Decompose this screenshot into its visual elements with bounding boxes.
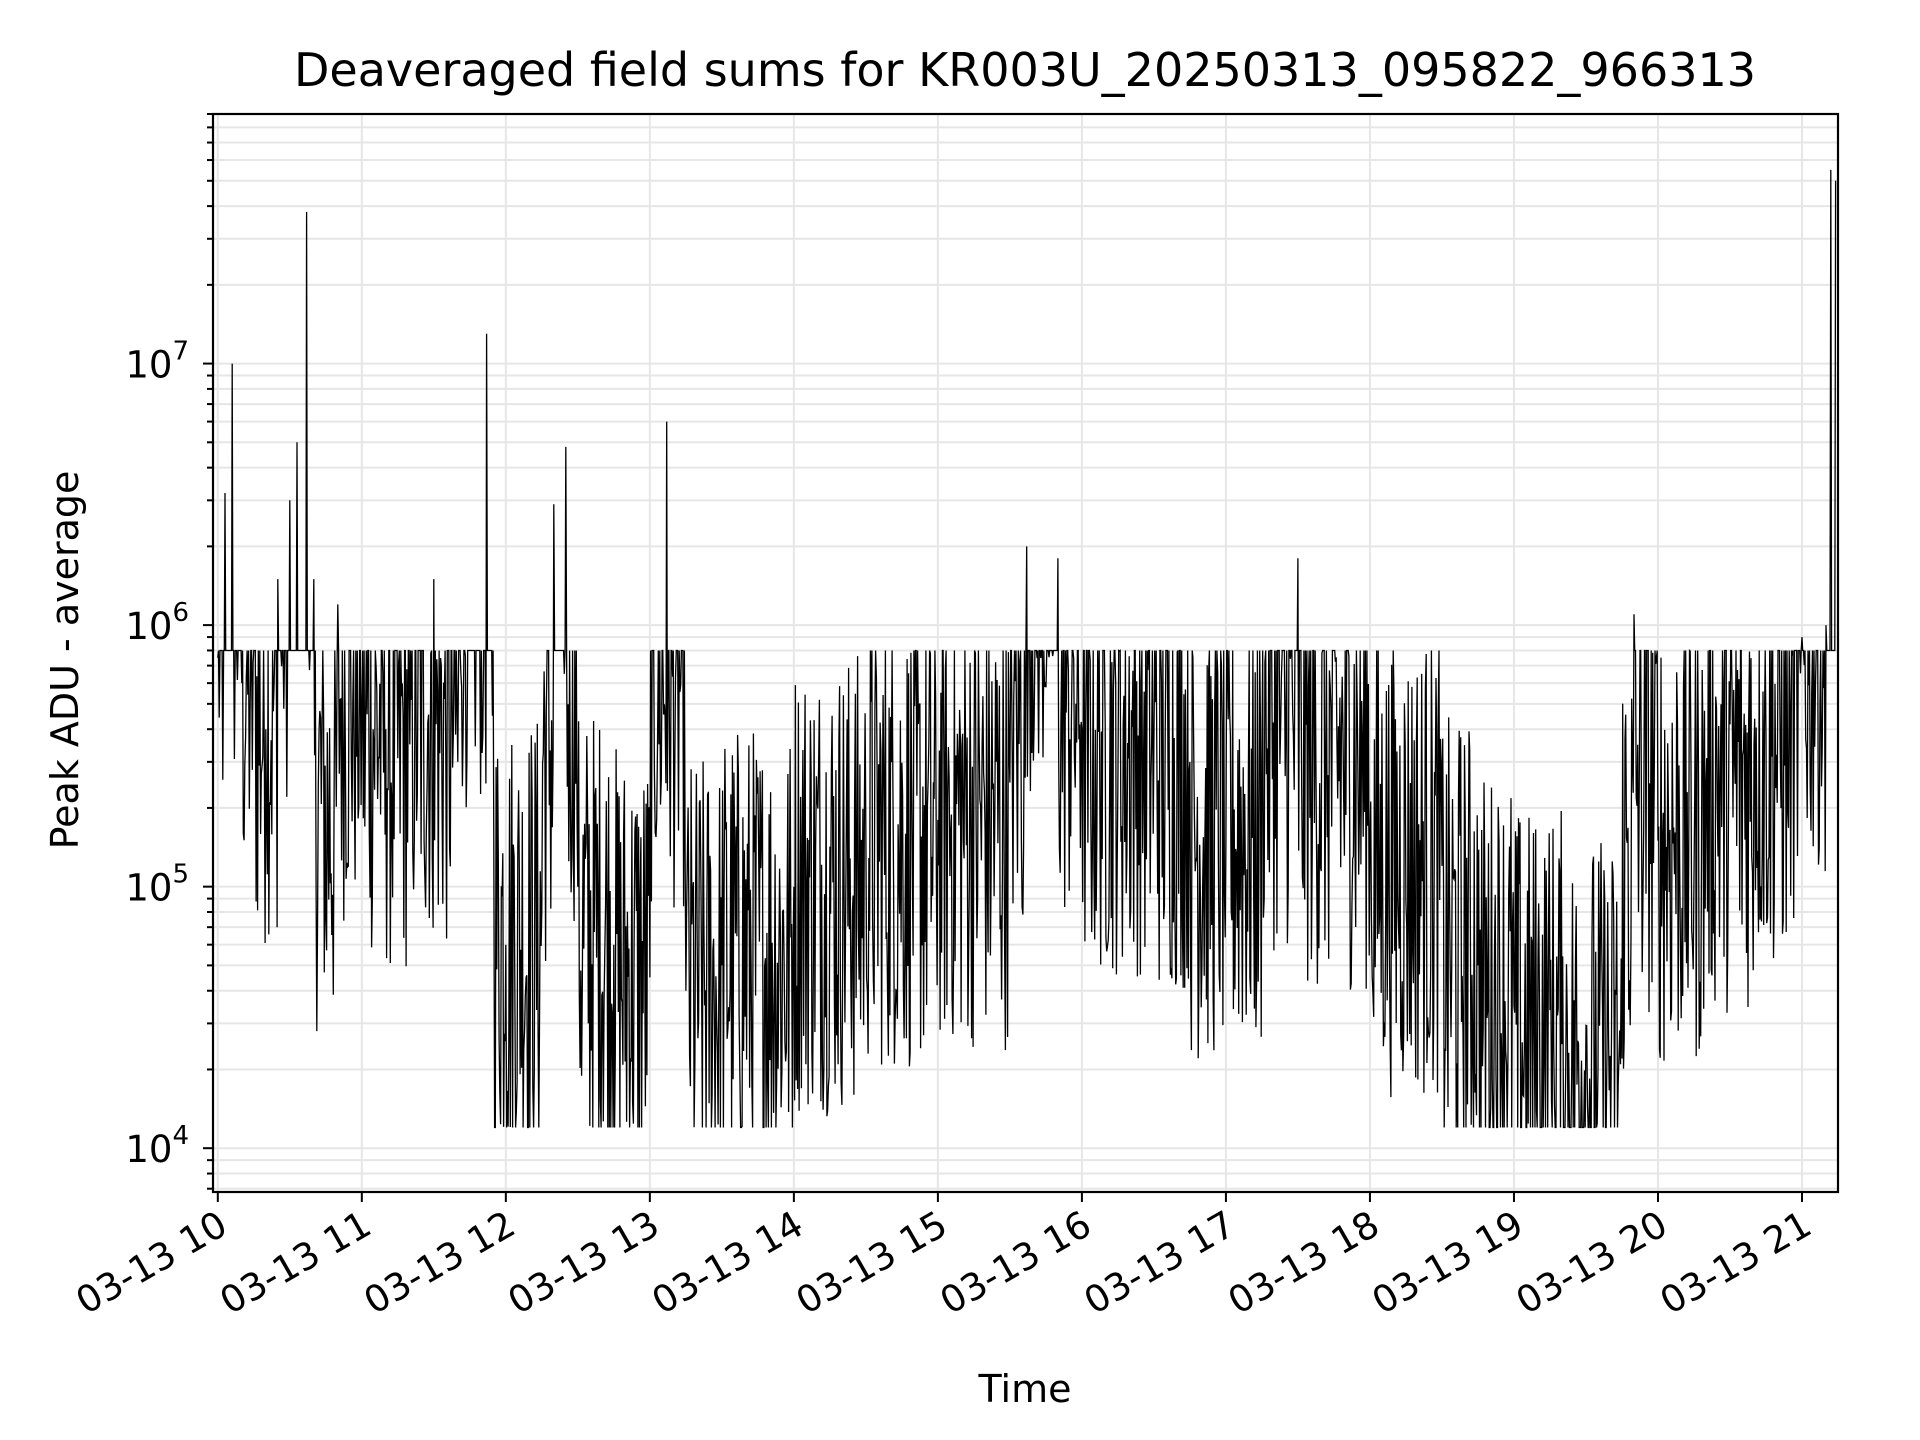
y-tick-label: 105: [125, 860, 189, 910]
x-tick-label: 03-13 14: [645, 1203, 811, 1323]
y-axis-label: Peak ADU - average: [43, 471, 87, 850]
x-tick-label: 03-13 12: [357, 1203, 523, 1323]
x-tick-label: 03-13 13: [501, 1203, 667, 1323]
x-tick-label: 03-13 15: [789, 1203, 955, 1323]
y-tick-label: 107: [125, 337, 189, 387]
x-tick-label: 03-13 20: [1509, 1203, 1675, 1323]
y-tick-label: 104: [125, 1121, 189, 1171]
x-tick-label: 03-13 21: [1653, 1203, 1819, 1323]
chart-title: Deaveraged field sums for KR003U_2025031…: [294, 43, 1756, 97]
x-tick-label: 03-13 19: [1365, 1203, 1531, 1323]
data-series-line: [217, 169, 1837, 1129]
x-tick-label: 03-13 16: [933, 1203, 1099, 1323]
x-tick-label: 03-13 11: [213, 1203, 379, 1323]
plot-frame: [211, 112, 1840, 1194]
x-tick-label: 03-13 10: [69, 1203, 235, 1323]
x-tick-label: 03-13 18: [1221, 1203, 1387, 1323]
y-tick-label: 106: [125, 598, 189, 648]
data-layer: [217, 169, 1837, 1129]
x-tick-label: 03-13 17: [1077, 1203, 1243, 1323]
x-axis-label: Time: [978, 1367, 1072, 1411]
